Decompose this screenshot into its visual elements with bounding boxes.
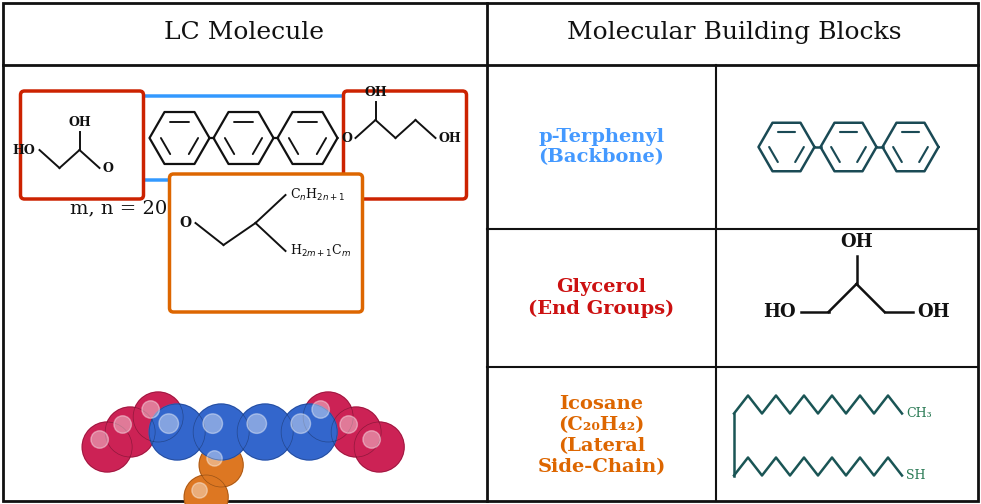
FancyBboxPatch shape [137, 96, 349, 180]
Text: OH: OH [840, 233, 873, 251]
FancyBboxPatch shape [21, 91, 143, 199]
Text: SH: SH [906, 469, 925, 482]
Circle shape [199, 443, 243, 487]
Text: O: O [180, 216, 191, 230]
Circle shape [82, 422, 132, 472]
Text: OH: OH [364, 86, 387, 99]
Circle shape [159, 414, 179, 433]
Text: OH: OH [917, 303, 951, 321]
Text: Glycerol
(End Groups): Glycerol (End Groups) [529, 278, 675, 318]
Circle shape [291, 414, 311, 433]
Text: Molecular Building Blocks: Molecular Building Blocks [567, 21, 902, 44]
Text: p-Terphenyl
(Backbone): p-Terphenyl (Backbone) [539, 128, 664, 166]
Text: CH₃: CH₃ [906, 407, 932, 420]
Circle shape [91, 431, 108, 448]
Circle shape [105, 407, 155, 457]
Circle shape [354, 422, 404, 472]
Circle shape [149, 404, 205, 460]
Circle shape [114, 416, 131, 433]
Text: O: O [341, 132, 352, 145]
Circle shape [303, 392, 353, 442]
FancyBboxPatch shape [343, 91, 467, 199]
Circle shape [312, 401, 330, 418]
Circle shape [339, 416, 357, 433]
Circle shape [192, 483, 207, 498]
Text: HO: HO [763, 303, 796, 321]
Circle shape [142, 401, 159, 418]
Text: OH: OH [439, 132, 461, 145]
Circle shape [332, 407, 382, 457]
Circle shape [247, 414, 267, 433]
Circle shape [193, 404, 249, 460]
Circle shape [363, 431, 381, 448]
Text: H$_{2m+1}$C$_m$: H$_{2m+1}$C$_m$ [289, 243, 350, 259]
Text: Icosane
(C₂₀H₄₂)
(Lateral
Side-Chain): Icosane (C₂₀H₄₂) (Lateral Side-Chain) [538, 395, 666, 476]
Circle shape [237, 404, 293, 460]
Text: O: O [102, 161, 114, 174]
Text: C$_n$H$_{2n+1}$: C$_n$H$_{2n+1}$ [289, 187, 344, 203]
Text: OH: OH [68, 116, 91, 129]
Circle shape [133, 392, 183, 442]
Circle shape [207, 451, 223, 466]
FancyBboxPatch shape [170, 174, 363, 312]
Text: LC Molecule: LC Molecule [164, 21, 324, 44]
Text: HO: HO [13, 144, 35, 157]
Circle shape [203, 414, 223, 433]
Text: m, n = 20: m, n = 20 [70, 199, 167, 217]
Circle shape [184, 475, 229, 504]
Circle shape [282, 404, 337, 460]
